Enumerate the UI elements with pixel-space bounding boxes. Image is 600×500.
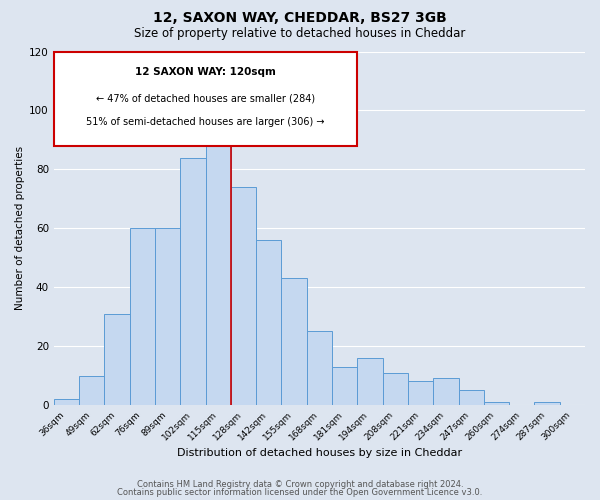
X-axis label: Distribution of detached houses by size in Cheddar: Distribution of detached houses by size …: [177, 448, 462, 458]
FancyBboxPatch shape: [54, 52, 358, 146]
Text: ← 47% of detached houses are smaller (284): ← 47% of detached houses are smaller (28…: [96, 94, 315, 104]
Bar: [231, 187, 256, 405]
Bar: [256, 240, 281, 405]
Text: 51% of semi-detached houses are larger (306) →: 51% of semi-detached houses are larger (…: [86, 117, 325, 127]
Bar: [155, 228, 180, 405]
Bar: [458, 390, 484, 405]
Text: Contains HM Land Registry data © Crown copyright and database right 2024.: Contains HM Land Registry data © Crown c…: [137, 480, 463, 489]
Bar: [79, 376, 104, 405]
Bar: [408, 382, 433, 405]
Text: Size of property relative to detached houses in Cheddar: Size of property relative to detached ho…: [134, 28, 466, 40]
Bar: [383, 372, 408, 405]
Bar: [180, 158, 206, 405]
Bar: [206, 114, 231, 405]
Bar: [358, 358, 383, 405]
Bar: [281, 278, 307, 405]
Bar: [307, 332, 332, 405]
Bar: [433, 378, 458, 405]
Bar: [484, 402, 509, 405]
Text: Contains public sector information licensed under the Open Government Licence v3: Contains public sector information licen…: [118, 488, 482, 497]
Y-axis label: Number of detached properties: Number of detached properties: [15, 146, 25, 310]
Bar: [332, 366, 358, 405]
Bar: [130, 228, 155, 405]
Bar: [535, 402, 560, 405]
Text: 12, SAXON WAY, CHEDDAR, BS27 3GB: 12, SAXON WAY, CHEDDAR, BS27 3GB: [153, 11, 447, 25]
Bar: [54, 399, 79, 405]
Bar: [104, 314, 130, 405]
Text: 12 SAXON WAY: 120sqm: 12 SAXON WAY: 120sqm: [135, 67, 276, 77]
